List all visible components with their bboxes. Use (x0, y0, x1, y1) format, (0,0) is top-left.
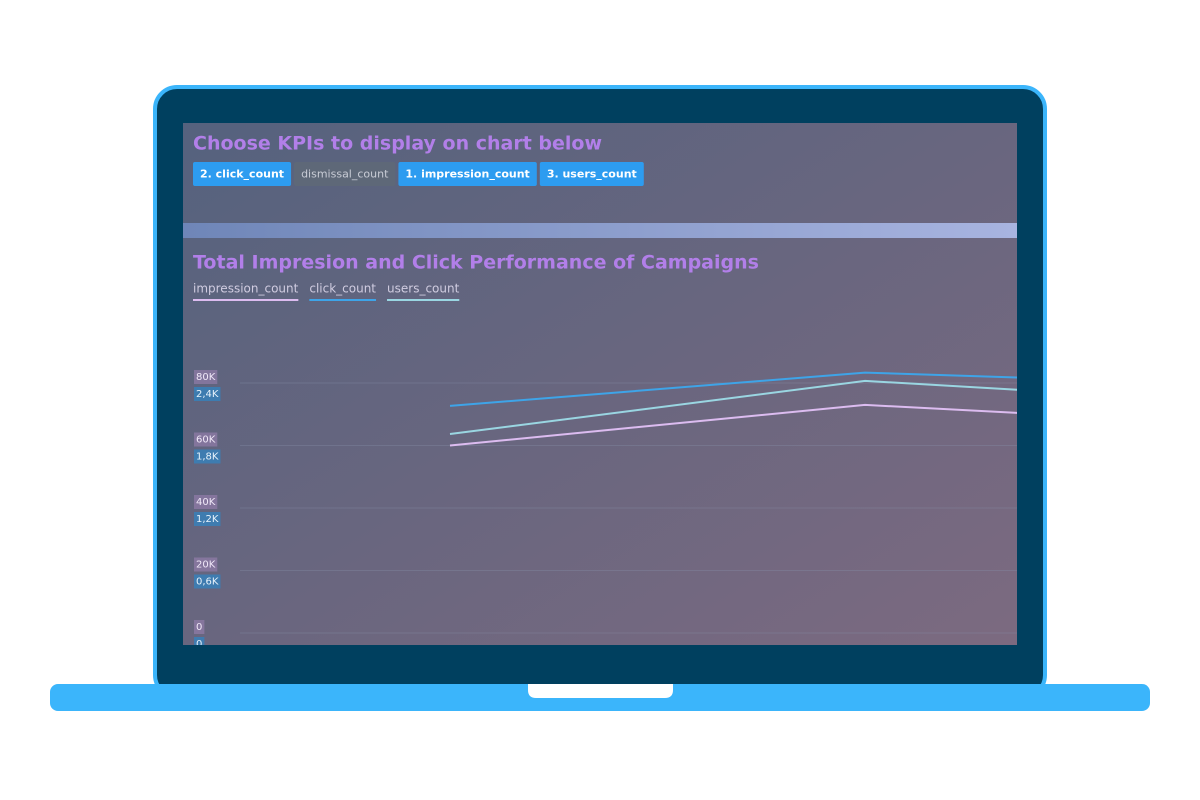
series-line (449, 371, 1017, 407)
y2-tick-label: 0,6K (196, 577, 219, 588)
y-tick-label-bg (194, 432, 218, 447)
kpi-button-label: 2. click_count (200, 168, 284, 181)
y2-tick-label-bg (194, 387, 221, 401)
legend-label[interactable]: users_count (387, 282, 460, 296)
divider (183, 223, 1017, 238)
screen: Choose KPIs to display on chart below To… (183, 123, 1017, 650)
series-line (449, 403, 1017, 447)
y-tick-label: 40K (196, 497, 216, 508)
kpi-button[interactable]: 2. click_count (193, 162, 292, 186)
series-line (449, 379, 1017, 436)
y-tick-label: 0 (196, 622, 202, 633)
y-tick-label-bg (194, 370, 218, 384)
y2-tick-label: 0 (196, 639, 202, 650)
kpi-button[interactable]: dismissal_count (294, 162, 396, 186)
kpi-button-bg (539, 162, 644, 186)
y2-tick-label-bg (194, 449, 221, 464)
screen-bg (183, 123, 1017, 645)
kpi-button-bg (398, 162, 537, 186)
y2-tick-label-bg (194, 637, 205, 645)
y-tick-label-bg (194, 620, 205, 634)
y2-tick-label: 2,4K (196, 389, 219, 400)
kpi-button[interactable]: 3. users_count (539, 162, 644, 186)
legend-label[interactable]: click_count (309, 282, 376, 296)
kpi-button-bg (294, 162, 396, 186)
y2-tick-label-bg (194, 512, 221, 526)
y-tick-label: 20K (196, 560, 216, 571)
kpi-button-label: 1. impression_count (405, 168, 529, 181)
y-tick-label-bg (194, 495, 218, 509)
y-tick-label-bg (194, 557, 218, 572)
legend-label[interactable]: impression_count (193, 282, 299, 296)
panel-title: Choose KPIs to display on chart below (193, 133, 602, 155)
y-tick-label: 80K (196, 372, 216, 383)
kpi-button-label: 3. users_count (547, 168, 637, 181)
y-tick-label: 60K (196, 435, 216, 446)
laptop-notch (528, 684, 673, 698)
kpi-button[interactable]: 1. impression_count (398, 162, 537, 186)
kpi-button-label: dismissal_count (301, 168, 389, 181)
y2-tick-label: 1,8K (196, 452, 219, 463)
y2-tick-label-bg (194, 574, 221, 589)
y2-tick-label: 1,2K (196, 514, 219, 525)
chart-title: Total Impresion and Click Performance of… (193, 252, 759, 274)
kpi-button-bg (193, 162, 292, 186)
